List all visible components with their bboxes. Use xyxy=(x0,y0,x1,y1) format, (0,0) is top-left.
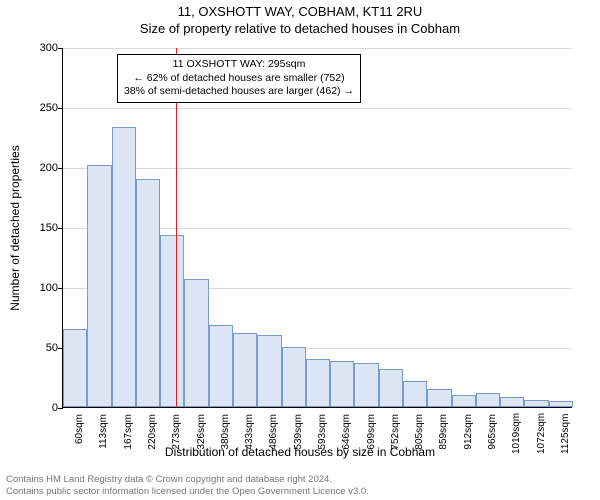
x-tick-label: 646sqm xyxy=(341,414,352,454)
x-tick-label: 113sqm xyxy=(98,414,109,454)
x-tick-label: 167sqm xyxy=(123,414,134,454)
footer-line-2: Contains public sector information licen… xyxy=(6,486,369,498)
x-tick-label: 1019sqm xyxy=(511,414,522,454)
histogram-bar xyxy=(63,329,87,407)
y-tick-label: 200 xyxy=(28,162,58,174)
annotation-line: ← 62% of detached houses are smaller (75… xyxy=(124,72,354,86)
grid-line xyxy=(63,108,572,109)
histogram-bar xyxy=(184,279,208,407)
histogram-bar xyxy=(306,359,330,407)
x-tick-label: 593sqm xyxy=(317,414,328,454)
x-tick-label: 486sqm xyxy=(268,414,279,454)
histogram-bar xyxy=(282,347,306,407)
y-tick-label: 250 xyxy=(28,102,58,114)
x-tick-label: 60sqm xyxy=(74,414,85,454)
chart-plot-area: 11 OXSHOTT WAY: 295sqm← 62% of detached … xyxy=(62,48,572,408)
histogram-bar xyxy=(87,165,111,407)
histogram-bar xyxy=(524,400,548,407)
x-tick-label: 433sqm xyxy=(244,414,255,454)
annotation-line: 38% of semi-detached houses are larger (… xyxy=(124,85,354,99)
x-tick-label: 273sqm xyxy=(171,414,182,454)
histogram-bar xyxy=(403,381,427,407)
histogram-bar xyxy=(354,363,378,407)
y-tick-mark xyxy=(58,108,63,109)
x-tick-label: 805sqm xyxy=(414,414,425,454)
histogram-bar xyxy=(160,235,184,407)
x-tick-label: 326sqm xyxy=(196,414,207,454)
y-tick-label: 300 xyxy=(28,42,58,54)
x-tick-label: 859sqm xyxy=(438,414,449,454)
y-tick-label: 0 xyxy=(28,402,58,414)
x-tick-label: 539sqm xyxy=(293,414,304,454)
grid-line xyxy=(63,48,572,49)
x-tick-label: 1072sqm xyxy=(536,414,547,454)
y-axis-label: Number of detached properties xyxy=(8,145,22,310)
histogram-bar xyxy=(500,397,524,407)
annotation-box: 11 OXSHOTT WAY: 295sqm← 62% of detached … xyxy=(117,54,361,103)
y-tick-label: 50 xyxy=(28,342,58,354)
x-tick-label: 699sqm xyxy=(366,414,377,454)
histogram-bar xyxy=(330,361,354,407)
y-tick-mark xyxy=(58,408,63,409)
y-tick-label: 100 xyxy=(28,282,58,294)
y-tick-mark xyxy=(58,288,63,289)
x-tick-label: 380sqm xyxy=(220,414,231,454)
x-tick-label: 220sqm xyxy=(147,414,158,454)
histogram-bar xyxy=(452,395,476,407)
x-tick-label: 912sqm xyxy=(463,414,474,454)
y-tick-mark xyxy=(58,168,63,169)
histogram-bar xyxy=(549,401,573,407)
x-tick-label: 965sqm xyxy=(487,414,498,454)
y-tick-mark xyxy=(58,48,63,49)
histogram-bar xyxy=(379,369,403,407)
x-tick-label: 752sqm xyxy=(390,414,401,454)
footer-attribution: Contains HM Land Registry data © Crown c… xyxy=(6,474,369,498)
x-tick-label: 1125sqm xyxy=(560,414,571,454)
y-tick-mark xyxy=(58,228,63,229)
annotation-line: 11 OXSHOTT WAY: 295sqm xyxy=(124,58,354,72)
histogram-bar xyxy=(476,393,500,407)
histogram-bar xyxy=(427,389,451,407)
histogram-bar xyxy=(209,325,233,407)
footer-line-1: Contains HM Land Registry data © Crown c… xyxy=(6,474,369,486)
histogram-bar xyxy=(257,335,281,407)
chart-title-sub: Size of property relative to detached ho… xyxy=(0,19,600,36)
grid-line xyxy=(63,168,572,169)
histogram-bar xyxy=(112,127,136,407)
y-tick-label: 150 xyxy=(28,222,58,234)
histogram-bar xyxy=(136,179,160,407)
histogram-bar xyxy=(233,333,257,407)
chart-title-main: 11, OXSHOTT WAY, COBHAM, KT11 2RU xyxy=(0,0,600,19)
